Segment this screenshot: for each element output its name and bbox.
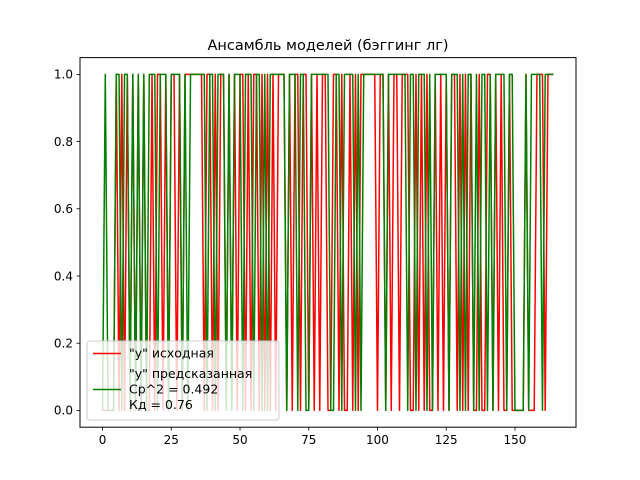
x-tick-label: 125: [435, 433, 458, 447]
legend-label-line: "y" исходная: [129, 346, 214, 361]
y-tick-label: 0.8: [54, 135, 73, 149]
legend-label-original: "y" исходная: [129, 346, 214, 361]
y-tick-label: 0.0: [54, 404, 73, 418]
legend-label-line: Кд = 0.76: [129, 397, 193, 412]
x-tick-label: 25: [164, 433, 179, 447]
x-tick-label: 0: [99, 433, 107, 447]
y-axis: 0.0 0.2 0.4 0.6 0.8 1.0: [54, 68, 80, 418]
x-axis: 0 25 50 75 100 125 150: [99, 427, 527, 447]
series-line-predicted: [101, 73, 554, 412]
legend-label-predicted: "y" предсказанная Ср^2 = 0.492 Кд = 0.76: [129, 366, 252, 412]
legend-label-line: Ср^2 = 0.492: [129, 382, 218, 397]
legend: "y" исходная "y" предсказанная Ср^2 = 0.49…: [86, 340, 280, 421]
y-tick-label: 0.6: [54, 202, 73, 216]
plot-frame: [79, 57, 577, 428]
chart-title: Ансамбль моделей (бэггинг лг): [207, 38, 448, 54]
x-tick-label: 150: [504, 433, 527, 447]
series-line-original: [102, 73, 554, 412]
legend-box: [86, 340, 280, 421]
y-tick-label: 1.0: [54, 68, 73, 82]
x-tick-label: 50: [232, 433, 247, 447]
legend-label-line: "y" предсказанная: [129, 366, 252, 381]
y-tick-label: 0.2: [54, 337, 73, 351]
series-layer: [101, 73, 554, 412]
x-tick-label: 100: [366, 433, 389, 447]
x-tick-label: 75: [301, 433, 316, 447]
y-tick-label: 0.4: [54, 269, 73, 283]
